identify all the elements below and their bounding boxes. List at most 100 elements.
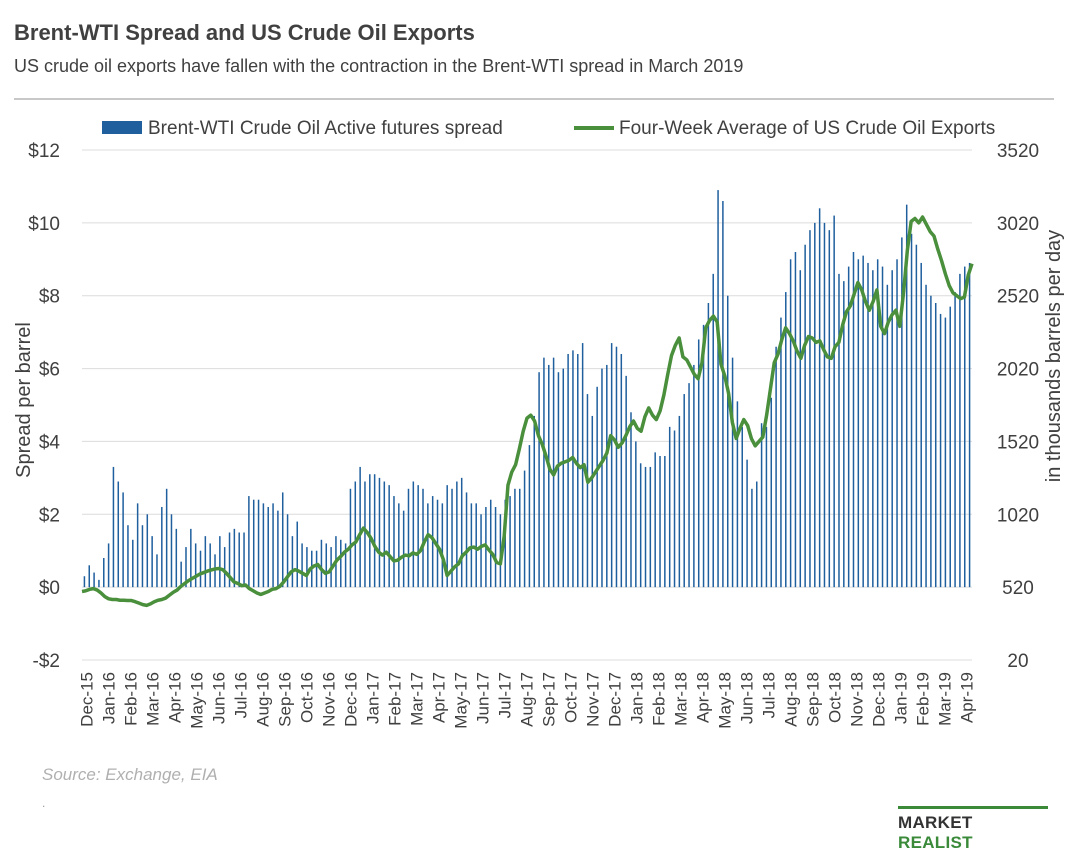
spread-bar: [286, 514, 289, 588]
spread-bar: [441, 503, 444, 588]
spread-bar: [538, 372, 540, 588]
legend: Brent-WTI Crude Oil Active futures sprea…: [102, 118, 995, 139]
spread-bar: [934, 303, 937, 588]
spread-bar: [707, 303, 710, 588]
spread-bar: [886, 284, 889, 588]
spread-bar: [731, 357, 734, 588]
spread-bar: [872, 270, 874, 588]
x-tick-label: Oct-17: [561, 672, 580, 723]
x-tick-label: Feb-18: [649, 672, 668, 726]
spread-bar: [354, 481, 357, 588]
spread-bar: [388, 485, 390, 588]
spread-bar: [412, 481, 415, 588]
x-tick-label: Jan-17: [363, 672, 382, 724]
spread-bar: [301, 543, 303, 588]
spread-bar: [480, 514, 482, 588]
spread-bar: [320, 539, 323, 588]
spread-bar: [567, 354, 569, 588]
spread-bar: [780, 317, 782, 588]
x-tick-label: Mar-17: [407, 672, 426, 726]
spread-bar: [809, 230, 811, 588]
spread-bar: [315, 550, 318, 588]
spread-bar: [359, 466, 361, 588]
left-axis-label: Spread per barrel: [13, 322, 35, 478]
left-tick-label: $8: [39, 287, 60, 308]
spread-bar: [344, 543, 347, 588]
spread-bar: [577, 354, 579, 588]
spread-bar: [398, 503, 400, 588]
spread-bar: [509, 496, 511, 588]
spread-bar: [514, 488, 516, 588]
spread-bar: [88, 565, 91, 588]
spread-bar: [267, 507, 269, 588]
spread-bar: [523, 470, 526, 588]
spread-bar: [127, 525, 129, 588]
left-tick-label: $12: [28, 141, 60, 162]
spread-bar: [349, 488, 352, 588]
spread-bar: [161, 507, 163, 588]
x-tick-label: Nov-18: [847, 672, 866, 727]
spread-bar: [141, 525, 144, 588]
x-tick-label: Jul-18: [759, 672, 778, 718]
spread-bar: [325, 543, 328, 588]
spread-bar: [185, 547, 187, 588]
x-tick-label: Feb-16: [121, 672, 140, 726]
spread-bar: [726, 295, 729, 588]
spread-bar: [456, 481, 458, 588]
spread-bar: [925, 284, 927, 588]
spread-bar: [785, 292, 787, 588]
spread-bar: [799, 270, 802, 588]
right-tick-label: 2520: [997, 287, 1039, 308]
spread-bar: [122, 492, 124, 588]
spread-bar: [465, 492, 468, 588]
spread-bar: [194, 543, 197, 588]
x-tick-label: May-18: [715, 672, 734, 729]
spread-bar: [673, 430, 676, 588]
x-tick-label: Jan-18: [627, 672, 646, 724]
spread-bar: [959, 273, 961, 588]
spread-bar: [98, 579, 100, 588]
spread-bar: [814, 222, 816, 588]
spread-bar: [533, 415, 536, 588]
x-tick-label: Jun-17: [473, 672, 492, 724]
left-tick-label: $4: [39, 432, 61, 453]
spread-bar: [775, 346, 777, 588]
spread-bar: [209, 543, 211, 588]
spread-bar: [219, 536, 221, 588]
spread-bar: [712, 273, 714, 588]
x-tick-label: Apr-17: [429, 672, 448, 723]
spread-bar: [963, 266, 966, 588]
source-note: Source: Exchange, EIA: [42, 765, 218, 784]
spread-bar: [340, 539, 342, 588]
spread-bar: [175, 528, 178, 588]
left-tick-label: $10: [28, 214, 60, 235]
x-tick-label: Mar-19: [935, 672, 954, 726]
spread-bar: [717, 190, 719, 588]
spread-bar: [746, 459, 748, 588]
x-tick-label: Feb-19: [913, 672, 932, 726]
header-divider: [14, 98, 1054, 100]
spread-bar: [165, 488, 168, 588]
spread-bar: [475, 503, 477, 588]
left-tick-label: $2: [39, 505, 60, 526]
right-tick-label: 3020: [997, 214, 1039, 235]
spread-bar: [402, 510, 405, 588]
spread-bar: [83, 576, 86, 588]
right-tick-label: 3520: [997, 141, 1039, 162]
spread-bars: [83, 190, 971, 588]
spread-bar: [204, 536, 207, 588]
spread-bar: [693, 364, 695, 588]
spread-bar: [625, 375, 627, 588]
x-tick-label: Jul-16: [231, 672, 250, 718]
spread-bar: [422, 488, 424, 588]
spread-bar: [601, 368, 603, 588]
legend-line-label: Four-Week Average of US Crude Oil Export…: [619, 118, 995, 139]
spread-bar: [548, 364, 550, 588]
x-tick-label: Dec-16: [341, 672, 360, 727]
spread-bar: [296, 521, 298, 588]
spread-bar: [460, 477, 463, 588]
spread-bar: [277, 510, 279, 588]
spread-bar: [557, 372, 560, 588]
spread-bar: [804, 244, 806, 588]
x-tick-label: Dec-17: [605, 672, 624, 727]
